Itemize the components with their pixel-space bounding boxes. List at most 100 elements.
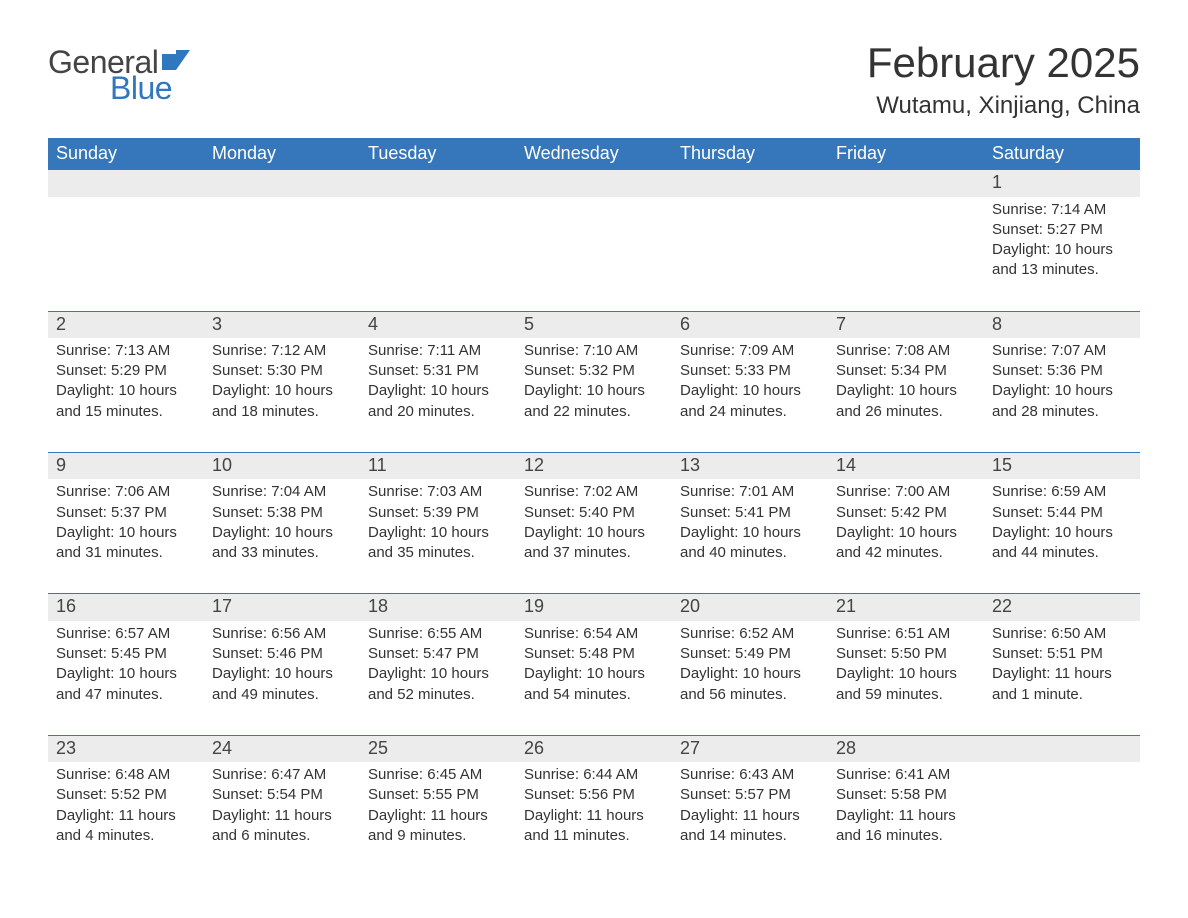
day-detail: Sunrise: 7:07 AMSunset: 5:36 PMDaylight:… (984, 338, 1140, 452)
day-detail: Sunrise: 6:45 AMSunset: 5:55 PMDaylight:… (360, 762, 516, 876)
sunrise-text: Sunrise: 7:06 AM (56, 482, 196, 502)
logo: General Blue (48, 40, 190, 104)
sunset-text: Sunset: 5:54 PM (212, 785, 352, 805)
sunrise-text: Sunrise: 6:52 AM (680, 624, 820, 644)
daylight-text: Daylight: 11 hours and 4 minutes. (56, 806, 196, 847)
day-detail: Sunrise: 7:04 AMSunset: 5:38 PMDaylight:… (204, 479, 360, 593)
day-number: 26 (516, 736, 672, 762)
sunrise-text: Sunrise: 7:00 AM (836, 482, 976, 502)
day-number: 19 (516, 594, 672, 620)
sunset-text: Sunset: 5:56 PM (524, 785, 664, 805)
day-detail: Sunrise: 7:01 AMSunset: 5:41 PMDaylight:… (672, 479, 828, 593)
day-number: 10 (204, 453, 360, 479)
week-number-row: 2345678 (48, 311, 1140, 338)
sunrise-text: Sunrise: 6:44 AM (524, 765, 664, 785)
daylight-text: Daylight: 10 hours and 49 minutes. (212, 664, 352, 705)
sunset-text: Sunset: 5:37 PM (56, 503, 196, 523)
day-number: 24 (204, 736, 360, 762)
day-detail (360, 197, 516, 250)
sunset-text: Sunset: 5:31 PM (368, 361, 508, 381)
daylight-text: Daylight: 10 hours and 44 minutes. (992, 523, 1132, 564)
daylight-text: Daylight: 10 hours and 13 minutes. (992, 240, 1132, 281)
day-number: 25 (360, 736, 516, 762)
day-number: 4 (360, 312, 516, 338)
sunset-text: Sunset: 5:32 PM (524, 361, 664, 381)
page-title: February 2025 (867, 40, 1140, 86)
day-number: 20 (672, 594, 828, 620)
daylight-text: Daylight: 10 hours and 37 minutes. (524, 523, 664, 564)
sunset-text: Sunset: 5:36 PM (992, 361, 1132, 381)
weekday-header: Monday (204, 138, 360, 170)
day-number: 3 (204, 312, 360, 338)
day-number (360, 170, 516, 196)
week-number-row: 232425262728 (48, 735, 1140, 762)
weekday-header: Tuesday (360, 138, 516, 170)
sunset-text: Sunset: 5:33 PM (680, 361, 820, 381)
sunrise-text: Sunrise: 7:14 AM (992, 200, 1132, 220)
sunset-text: Sunset: 5:52 PM (56, 785, 196, 805)
daylight-text: Daylight: 10 hours and 54 minutes. (524, 664, 664, 705)
daylight-text: Daylight: 10 hours and 40 minutes. (680, 523, 820, 564)
daylight-text: Daylight: 10 hours and 59 minutes. (836, 664, 976, 705)
day-number (204, 170, 360, 196)
daylight-text: Daylight: 10 hours and 15 minutes. (56, 381, 196, 422)
day-number (48, 170, 204, 196)
sunset-text: Sunset: 5:41 PM (680, 503, 820, 523)
day-detail (48, 197, 204, 250)
sunset-text: Sunset: 5:58 PM (836, 785, 976, 805)
day-detail: Sunrise: 6:43 AMSunset: 5:57 PMDaylight:… (672, 762, 828, 876)
day-detail: Sunrise: 7:08 AMSunset: 5:34 PMDaylight:… (828, 338, 984, 452)
daylight-text: Daylight: 10 hours and 18 minutes. (212, 381, 352, 422)
daylight-text: Daylight: 10 hours and 28 minutes. (992, 381, 1132, 422)
day-detail: Sunrise: 7:03 AMSunset: 5:39 PMDaylight:… (360, 479, 516, 593)
week-detail-row: Sunrise: 7:13 AMSunset: 5:29 PMDaylight:… (48, 338, 1140, 453)
daylight-text: Daylight: 10 hours and 56 minutes. (680, 664, 820, 705)
daylight-text: Daylight: 11 hours and 11 minutes. (524, 806, 664, 847)
day-number: 16 (48, 594, 204, 620)
sunset-text: Sunset: 5:51 PM (992, 644, 1132, 664)
day-number: 15 (984, 453, 1140, 479)
weekday-header: Wednesday (516, 138, 672, 170)
sunrise-text: Sunrise: 7:03 AM (368, 482, 508, 502)
day-detail: Sunrise: 6:50 AMSunset: 5:51 PMDaylight:… (984, 621, 1140, 735)
calendar-table: Sunday Monday Tuesday Wednesday Thursday… (48, 138, 1140, 876)
sunrise-text: Sunrise: 6:54 AM (524, 624, 664, 644)
day-number: 23 (48, 736, 204, 762)
day-detail: Sunrise: 7:00 AMSunset: 5:42 PMDaylight:… (828, 479, 984, 593)
sunset-text: Sunset: 5:57 PM (680, 785, 820, 805)
sunrise-text: Sunrise: 7:10 AM (524, 341, 664, 361)
sunset-text: Sunset: 5:42 PM (836, 503, 976, 523)
day-detail: Sunrise: 7:10 AMSunset: 5:32 PMDaylight:… (516, 338, 672, 452)
sunset-text: Sunset: 5:39 PM (368, 503, 508, 523)
week-number-row: 1 (48, 170, 1140, 197)
daylight-text: Daylight: 11 hours and 14 minutes. (680, 806, 820, 847)
weekday-header: Saturday (984, 138, 1140, 170)
sunrise-text: Sunrise: 6:43 AM (680, 765, 820, 785)
day-number (828, 170, 984, 196)
day-detail: Sunrise: 6:44 AMSunset: 5:56 PMDaylight:… (516, 762, 672, 876)
day-number: 22 (984, 594, 1140, 620)
sunset-text: Sunset: 5:44 PM (992, 503, 1132, 523)
week-detail-row: Sunrise: 7:06 AMSunset: 5:37 PM Daylight:… (48, 479, 1140, 594)
weekday-header: Sunday (48, 138, 204, 170)
sunrise-text: Sunrise: 7:01 AM (680, 482, 820, 502)
day-detail: Sunrise: 6:47 AMSunset: 5:54 PMDaylight:… (204, 762, 360, 876)
daylight-text: Daylight: 10 hours and 26 minutes. (836, 381, 976, 422)
page-subtitle: Wutamu, Xinjiang, China (867, 92, 1140, 120)
sunrise-text: Sunrise: 6:55 AM (368, 624, 508, 644)
day-number: 13 (672, 453, 828, 479)
sunrise-text: Sunrise: 6:47 AM (212, 765, 352, 785)
day-number: 14 (828, 453, 984, 479)
day-detail: Sunrise: 7:12 AMSunset: 5:30 PMDaylight:… (204, 338, 360, 452)
sunset-text: Sunset: 5:49 PM (680, 644, 820, 664)
sunset-text: Sunset: 5:55 PM (368, 785, 508, 805)
day-number: 17 (204, 594, 360, 620)
daylight-text: Daylight: 10 hours and 33 minutes. (212, 523, 352, 564)
day-number: 7 (828, 312, 984, 338)
day-detail: Sunrise: 6:56 AMSunset: 5:46 PMDaylight:… (204, 621, 360, 735)
daylight-text: Daylight: 11 hours and 1 minute. (992, 664, 1132, 705)
sunset-text: Sunset: 5:45 PM (56, 644, 196, 664)
weekday-header: Friday (828, 138, 984, 170)
day-number: 5 (516, 312, 672, 338)
day-number: 11 (360, 453, 516, 479)
